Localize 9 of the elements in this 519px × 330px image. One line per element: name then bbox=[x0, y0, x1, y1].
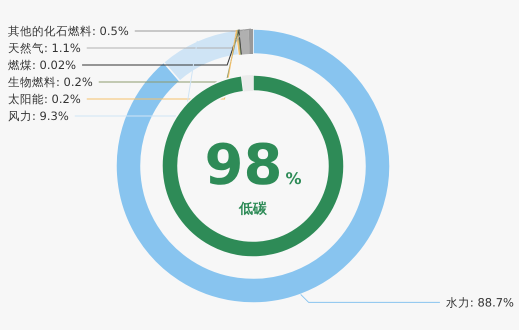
slice-label: 其他的化石燃料: 0.5% bbox=[8, 24, 129, 38]
slice-label: 天然气: 1.1% bbox=[8, 41, 81, 55]
slice-label: 燃煤: 0.02% bbox=[8, 58, 76, 72]
slice-label: 生物燃料: 0.2% bbox=[8, 75, 93, 89]
slice-label: 低碳 bbox=[238, 201, 268, 217]
slice-label: 风力: 9.3% bbox=[8, 109, 69, 123]
slice-label: 水力: 88.7% bbox=[446, 295, 514, 310]
slice-label: 太阳能: 0.2% bbox=[8, 92, 81, 106]
data-label: 98% bbox=[204, 133, 302, 198]
